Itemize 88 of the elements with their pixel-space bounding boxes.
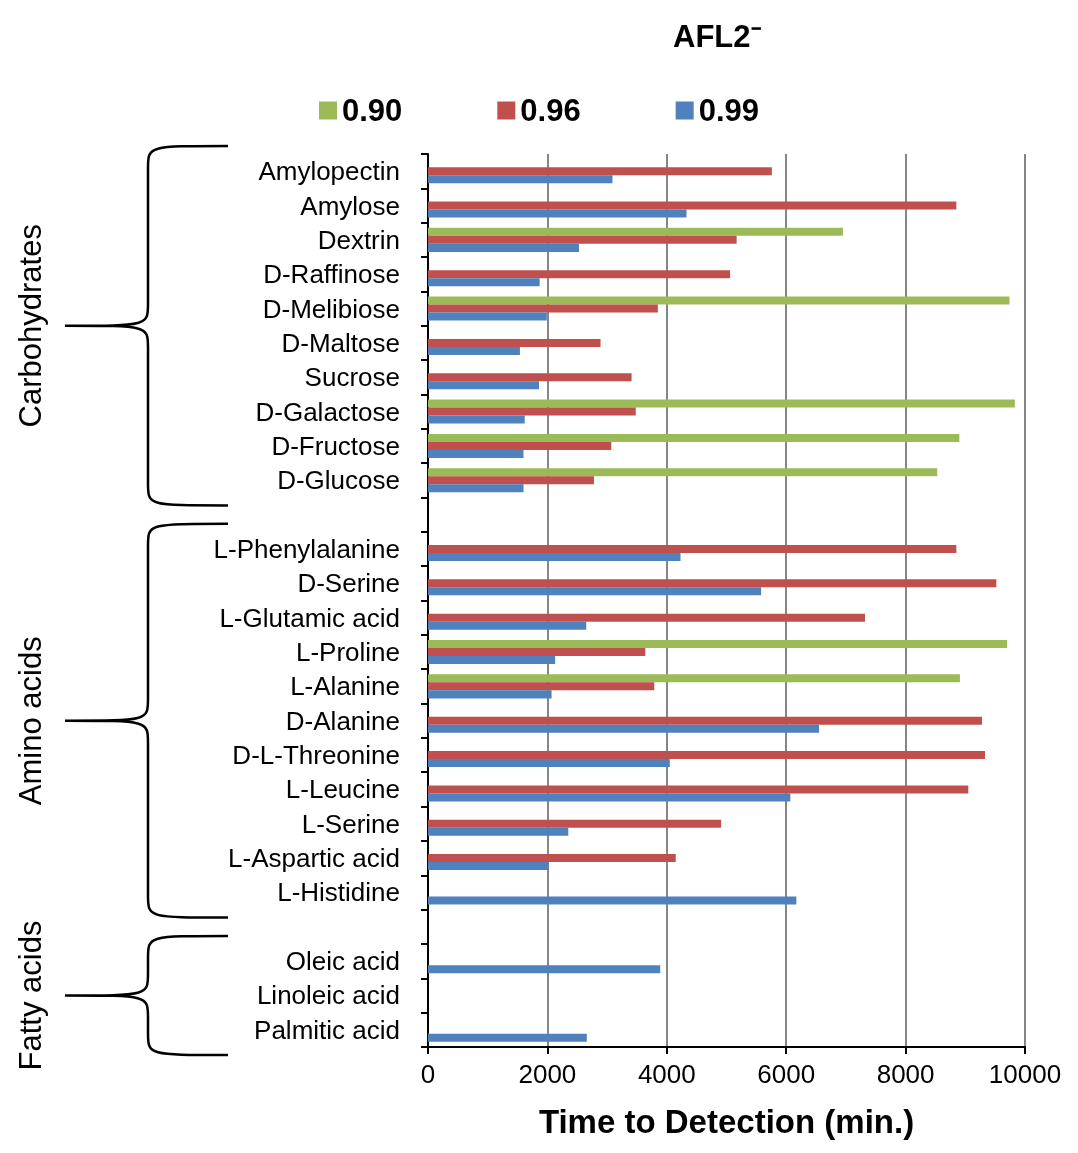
bar [428,296,1010,305]
bar [428,484,524,493]
y-tick-label: Linoleic acid [256,980,400,1011]
legend-label: 0.90 [342,93,403,128]
y-tick-label: D-Galactose [255,396,400,427]
bar [428,716,983,725]
bar [428,896,797,905]
bar [428,415,525,424]
bar [428,468,938,477]
text: Amino acids [12,636,48,806]
bar [428,819,722,828]
x-tick-label: 2000 [518,1059,577,1089]
bar [428,175,613,184]
bar [428,544,957,553]
bar [428,682,655,691]
legend-label: 0.99 [698,93,760,128]
y-tick-label: Dextrin [317,224,400,255]
bar [428,346,520,355]
bar [428,640,1008,649]
text: Carbohydrates [12,224,48,428]
y-tick-label: Oleic acid [285,946,400,977]
bar [428,854,676,863]
bar [428,751,985,760]
bar [428,449,524,458]
x-tick-label: 6000 [757,1059,816,1089]
y-tick-label: Sucrose [304,362,400,393]
bar [428,613,865,622]
y-tick-label: D-Fructose [271,430,400,461]
bar [428,270,731,279]
y-tick-label: D-L-Threonine [232,740,400,771]
bar [428,381,540,390]
y-tick-label: L-Glutamic acid [219,602,400,633]
bar [428,674,960,683]
bar [428,407,636,416]
bar [428,201,957,210]
x-tick-label: 0 [420,1059,436,1089]
y-tick-label: D-Glucose [277,465,400,496]
bar [428,793,791,802]
x-tick-label: 8000 [876,1059,935,1089]
y-tick-label: D-Alanine [285,705,400,736]
bar [428,304,658,313]
bar [428,579,997,588]
bar [428,278,540,287]
bar [428,965,661,974]
y-tick-label: D-Raffinose [263,259,400,290]
bar [428,243,580,252]
bar [428,399,1015,408]
bar [428,759,670,768]
legend-label: 0.96 [520,93,581,128]
bar [428,338,601,347]
bar [428,862,549,871]
bar [428,227,843,236]
x-tick-label: 10000 [988,1059,1062,1089]
bar [428,373,632,382]
bar [428,209,687,218]
bar [428,235,737,244]
x-tick-label: 4000 [637,1059,696,1089]
y-tick-label: D-Maltose [281,327,400,358]
y-tick-label: D-Melibiose [262,293,400,324]
text: Fatty acids [12,920,48,1071]
bar [428,552,681,561]
bar [428,167,772,176]
bar [428,476,594,485]
y-tick-label: L-Leucine [285,774,400,805]
bar [428,441,612,450]
bar [428,724,820,733]
y-tick-label: L-Aspartic acid [228,843,400,874]
y-tick-label: D-Serine [297,568,400,599]
y-tick-label: Amylose [300,190,400,221]
y-tick-label: L-Proline [295,637,400,668]
bar [428,690,552,699]
x-axis-title: Time to Detection (min.) [538,1103,915,1140]
bar [428,827,569,836]
bar [428,587,762,596]
bar [428,656,556,665]
chart-title: AFL2⁻ [673,19,761,54]
bar [428,621,587,630]
y-tick-label: L-Alanine [290,671,400,702]
bar [428,1033,587,1042]
bar [428,785,969,794]
y-tick-label: L-Serine [301,808,400,839]
bar [428,433,960,442]
y-tick-label: Amylopectin [258,156,400,187]
y-tick-label: L-Histidine [277,877,400,908]
y-tick-label: Palmitic acid [254,1014,400,1045]
bar [428,648,646,657]
y-tick-label: L-Phenylalanine [213,533,400,564]
bar [428,312,547,321]
